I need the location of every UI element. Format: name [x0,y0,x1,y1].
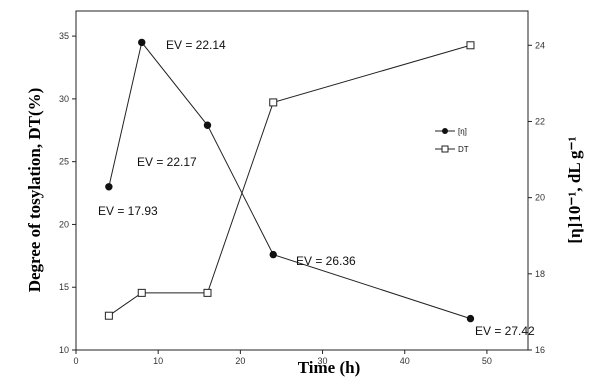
axes [75,10,529,351]
x-tick-label: 50 [482,356,492,366]
y-left-tick-label: 10 [59,345,69,355]
point-2 [466,41,475,50]
y-left-tick-label: 25 [59,157,69,167]
point-1 [105,183,113,191]
legend: [η] DT [435,127,469,154]
y-left-tick-label: 35 [59,31,69,41]
y-left-tick-label: 15 [59,282,69,292]
ev-annotation: EV = 27.42 [475,324,535,338]
point-1 [138,38,146,47]
y-right-tick-label: 18 [535,269,545,279]
point-2 [137,288,146,297]
x-tick-label: 40 [400,356,410,366]
y-right-tick-label: 16 [535,345,545,355]
series-line-1 [108,41,471,320]
series-layer [104,38,475,323]
y-right-tick-label: 24 [535,40,545,50]
point-1 [466,314,475,323]
legend-marker-1 [442,128,448,134]
legend-label-2: DT [458,145,469,154]
y-right-tick-label: 22 [535,116,545,126]
legend-label-1: [η] [458,127,467,136]
point-1 [269,250,277,259]
ev-annotation: EV = 22.14 [166,38,226,52]
x-tick-label: 30 [318,356,328,366]
legend-marker-2 [441,145,449,153]
ticks: 0 10 20 30 40 50 10 15 20 25 30 35 16 18 20 22 24 [59,31,545,366]
point-1 [203,121,212,129]
y-axis-right-title: [η]10⁻¹, dL g⁻¹ [565,136,584,243]
ev-annotation: EV = 17.93 [98,204,158,218]
ev-annotation: EV = 26.36 [296,254,356,268]
ev-annotation: EV = 22.17 [137,155,197,169]
x-tick-label: 0 [73,356,78,366]
plot-frame [75,10,529,351]
point-2 [269,98,278,107]
x-tick-label: 20 [235,356,245,366]
y-left-tick-label: 30 [59,94,69,104]
annotations-layer: EV = 22.14 EV = 22.17 EV = 17.93 EV = 26.36… [98,38,535,338]
y-right-tick-label: 20 [535,193,545,203]
series-line-2 [108,44,471,317]
x-axis-title: Time (h) [298,358,361,377]
y-axis-left-title: Degree of tosylation, DT(%) [25,88,44,293]
x-tick-label: 10 [153,356,163,366]
y-left-tick-label: 20 [59,219,69,229]
point-2 [203,288,212,297]
point-2 [104,311,113,320]
